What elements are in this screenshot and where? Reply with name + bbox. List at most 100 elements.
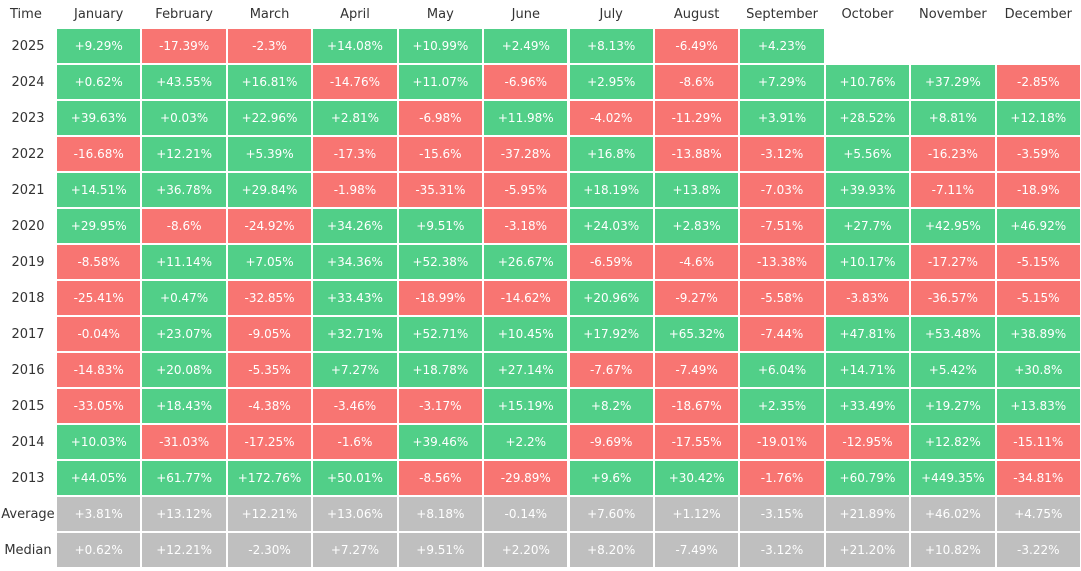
return-cell: -5.95%	[483, 172, 569, 208]
return-cell: +5.56%	[824, 136, 911, 172]
return-cell: +53.48%	[910, 316, 996, 352]
return-cell: +12.21%	[141, 136, 227, 172]
return-cell: +16.81%	[226, 64, 313, 100]
return-cell: -5.15%	[995, 280, 1081, 316]
return-cell: +14.71%	[824, 352, 911, 388]
return-cell: -37.28%	[483, 136, 569, 172]
return-cell: -13.88%	[653, 136, 740, 172]
column-header: February	[155, 6, 213, 22]
summary-cell: -2.30%	[226, 532, 313, 568]
return-cell: +34.36%	[312, 244, 398, 280]
summary-cell: +10.82%	[910, 532, 996, 568]
return-cell: -14.83%	[56, 352, 142, 388]
summary-cell: +13.06%	[312, 496, 398, 532]
column-header: November	[919, 6, 987, 22]
return-cell: -1.6%	[312, 424, 398, 460]
return-cell: -33.05%	[56, 388, 142, 424]
return-cell: +29.84%	[226, 172, 313, 208]
return-cell: +9.51%	[397, 208, 484, 244]
return-cell: -17.25%	[226, 424, 313, 460]
return-cell: +11.07%	[397, 64, 484, 100]
return-cell: +20.96%	[568, 280, 654, 316]
return-cell: -2.85%	[995, 64, 1081, 100]
return-cell: -2.3%	[226, 28, 313, 64]
return-cell: -31.03%	[141, 424, 227, 460]
return-cell: -18.99%	[397, 280, 484, 316]
return-cell: +44.05%	[56, 460, 142, 496]
row-label: 2014	[11, 434, 45, 450]
return-cell: -6.59%	[568, 244, 654, 280]
return-cell: +0.03%	[141, 100, 227, 136]
return-cell: -36.57%	[910, 280, 996, 316]
summary-cell: +3.81%	[56, 496, 142, 532]
return-cell: -9.69%	[568, 424, 654, 460]
return-cell: -17.55%	[653, 424, 740, 460]
return-cell: +19.27%	[910, 388, 996, 424]
column-header: March	[249, 6, 290, 22]
summary-cell: +2.20%	[483, 532, 569, 568]
summary-cell: -3.22%	[995, 532, 1081, 568]
return-cell: +9.6%	[568, 460, 654, 496]
column-header: Time	[10, 6, 42, 22]
return-cell: -9.27%	[653, 280, 740, 316]
return-cell: -3.12%	[739, 136, 825, 172]
return-cell: -11.29%	[653, 100, 740, 136]
return-cell: +0.47%	[141, 280, 227, 316]
return-cell: -32.85%	[226, 280, 313, 316]
return-cell: +24.03%	[568, 208, 654, 244]
return-cell: -8.56%	[397, 460, 484, 496]
return-cell: -14.76%	[312, 64, 398, 100]
return-cell: -7.51%	[739, 208, 825, 244]
return-cell: -3.17%	[397, 388, 484, 424]
summary-cell: -3.15%	[739, 496, 825, 532]
return-cell: -4.38%	[226, 388, 313, 424]
return-cell: +18.43%	[141, 388, 227, 424]
return-cell: +50.01%	[312, 460, 398, 496]
return-cell: -25.41%	[56, 280, 142, 316]
return-cell: -5.58%	[739, 280, 825, 316]
row-label: 2019	[11, 254, 45, 270]
return-cell: +34.26%	[312, 208, 398, 244]
return-cell: +10.03%	[56, 424, 142, 460]
return-cell: +14.08%	[312, 28, 398, 64]
column-header: June	[511, 6, 540, 22]
return-cell: +39.93%	[824, 172, 911, 208]
column-header: April	[340, 6, 370, 22]
summary-cell: +12.21%	[226, 496, 313, 532]
return-cell: +10.99%	[397, 28, 484, 64]
return-cell: +11.14%	[141, 244, 227, 280]
return-cell: -7.67%	[568, 352, 654, 388]
return-cell: +39.46%	[397, 424, 484, 460]
return-cell: +60.79%	[824, 460, 911, 496]
return-cell: -13.38%	[739, 244, 825, 280]
return-cell: -17.3%	[312, 136, 398, 172]
return-cell: -12.95%	[824, 424, 911, 460]
summary-cell: +1.12%	[653, 496, 740, 532]
return-cell: +3.91%	[739, 100, 825, 136]
return-cell: +2.95%	[568, 64, 654, 100]
return-cell: +18.19%	[568, 172, 654, 208]
return-cell: +2.83%	[653, 208, 740, 244]
summary-cell: +21.20%	[824, 532, 911, 568]
return-cell: -29.89%	[483, 460, 569, 496]
return-cell: -7.44%	[739, 316, 825, 352]
row-label: 2024	[11, 74, 45, 90]
column-header: August	[673, 6, 720, 22]
summary-cell: +12.21%	[141, 532, 227, 568]
return-cell: +33.49%	[824, 388, 911, 424]
return-cell: +32.71%	[312, 316, 398, 352]
column-header: July	[599, 6, 623, 22]
row-label: 2013	[11, 470, 45, 486]
return-cell: +9.29%	[56, 28, 142, 64]
return-cell: +13.83%	[995, 388, 1081, 424]
return-cell: +2.81%	[312, 100, 398, 136]
return-cell: +2.2%	[483, 424, 569, 460]
return-cell: +2.49%	[483, 28, 569, 64]
return-cell: -8.6%	[653, 64, 740, 100]
return-cell: +20.08%	[141, 352, 227, 388]
return-cell: -6.96%	[483, 64, 569, 100]
return-cell: +15.19%	[483, 388, 569, 424]
return-cell: -17.39%	[141, 28, 227, 64]
return-cell: +30.8%	[995, 352, 1081, 388]
